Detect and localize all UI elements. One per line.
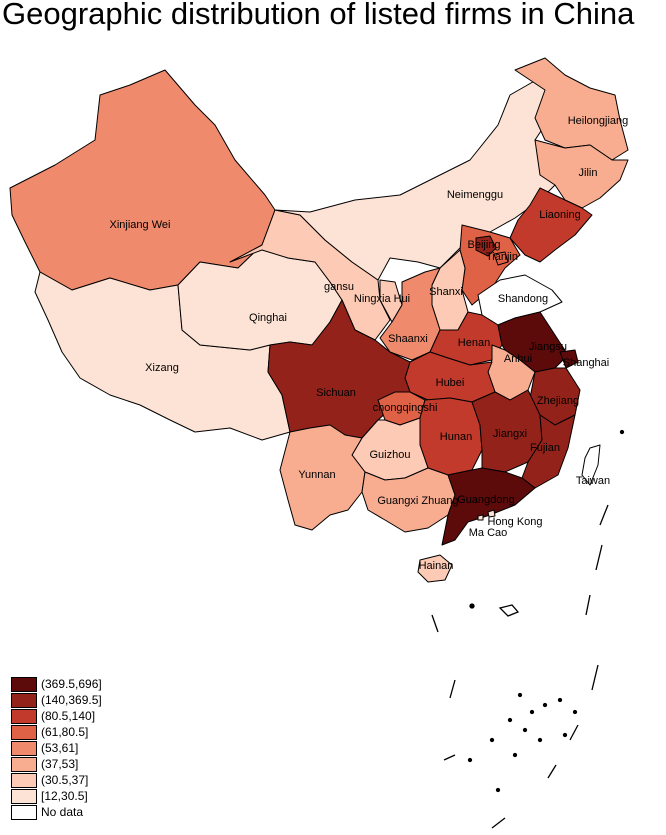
label-tianjin: Tianjin [486, 251, 518, 263]
label-taiwan: Taiwan [576, 475, 610, 487]
label-sichuan: Sichuan [316, 387, 356, 399]
province-guangdong[interactable] [441, 467, 536, 546]
label-chongqing: chongqingshi [373, 402, 438, 414]
province-xinjiang[interactable] [9, 69, 276, 291]
legend-row: (30.5,37] [11, 772, 102, 788]
province-heilongjiang[interactable] [514, 57, 629, 161]
legend-label: (80.5,140] [41, 709, 96, 723]
province-neimenggu[interactable] [274, 74, 561, 281]
legend-label: (369.5,696] [41, 677, 102, 691]
legend-swatch [11, 708, 37, 724]
legend-swatch [11, 772, 37, 788]
legend-row: (37,53] [11, 756, 102, 772]
legend-row: No data [11, 804, 102, 820]
province-tianjin[interactable] [493, 251, 509, 266]
legend-label: (61,80.5] [41, 725, 89, 739]
label-zhejiang: Zhejiang [537, 395, 579, 407]
legend-label: (37,53] [41, 757, 79, 771]
legend-row: (140,369.5] [11, 692, 102, 708]
legend-row: (61,80.5] [11, 724, 102, 740]
south-sea-islands [431, 429, 625, 829]
label-yunnan: Yunnan [298, 469, 335, 481]
legend-swatch [11, 756, 37, 772]
label-beijing: Beijing [467, 239, 500, 251]
label-hubei: Hubei [436, 377, 465, 389]
label-xizang: Xizang [145, 362, 179, 374]
label-jiangsu: Jiangsu [529, 341, 567, 353]
legend-row: (53,61] [11, 740, 102, 756]
legend-label: (53,61] [41, 741, 79, 755]
legend-swatch [11, 788, 37, 804]
legend-swatch [11, 724, 37, 740]
label-hunan: Hunan [440, 431, 472, 443]
province-taiwan[interactable] [581, 444, 601, 486]
province-macao[interactable] [477, 514, 484, 521]
label-heilongjiang: Heilongjiang [568, 115, 629, 127]
province-hongkong[interactable] [487, 509, 496, 518]
label-shanxi: Shanxi [429, 286, 463, 298]
legend-label: (140,369.5] [41, 693, 102, 707]
label-shanghai: Shanghai [563, 357, 610, 369]
label-guizhou: Guizhou [370, 449, 411, 461]
label-anhui: Anhui [504, 353, 532, 365]
label-jilin: Jilin [579, 167, 598, 179]
label-xinjiang: Xinjiang Wei [110, 219, 171, 231]
label-fujian: Fujian [530, 442, 560, 454]
label-liaoning: Liaoning [539, 209, 581, 221]
label-ningxia: Ningxia Hui [354, 293, 410, 305]
legend: (369.5,696] (140,369.5] (80.5,140] (61,8… [11, 676, 102, 820]
province-hainan[interactable] [417, 554, 453, 583]
province-shanghai[interactable] [559, 349, 579, 369]
legend-label: (30.5,37] [41, 773, 89, 787]
label-macao: Ma Cao [469, 527, 508, 539]
legend-swatch [11, 804, 37, 820]
label-gansu: gansu [324, 281, 354, 293]
province-beijing[interactable] [475, 235, 497, 257]
legend-row: (369.5,696] [11, 676, 102, 692]
label-henan: Henan [458, 337, 490, 349]
label-guangxi: Guangxi Zhuang [377, 495, 458, 507]
province-jilin[interactable] [534, 139, 629, 209]
legend-label: No data [41, 805, 84, 819]
label-hongkong: Hong Kong [487, 516, 542, 528]
label-guangdong: Guangdong [457, 494, 515, 506]
label-jiangxi: Jiangxi [493, 428, 527, 440]
label-qinghai: Qinghai [249, 312, 287, 324]
legend-swatch [11, 676, 37, 692]
label-shaanxi: Shaanxi [388, 333, 428, 345]
legend-row: (80.5,140] [11, 708, 102, 724]
province-liaoning[interactable] [509, 187, 593, 263]
label-shandong: Shandong [498, 293, 548, 305]
map-title: Geographic distribution of listed firms … [2, 0, 635, 31]
label-hainan: Hainan [419, 560, 454, 572]
legend-label: [12,30.5] [41, 789, 88, 803]
legend-row: [12,30.5] [11, 788, 102, 804]
label-neimenggu: Neimenggu [447, 189, 503, 201]
legend-swatch [11, 692, 37, 708]
legend-swatch [11, 740, 37, 756]
